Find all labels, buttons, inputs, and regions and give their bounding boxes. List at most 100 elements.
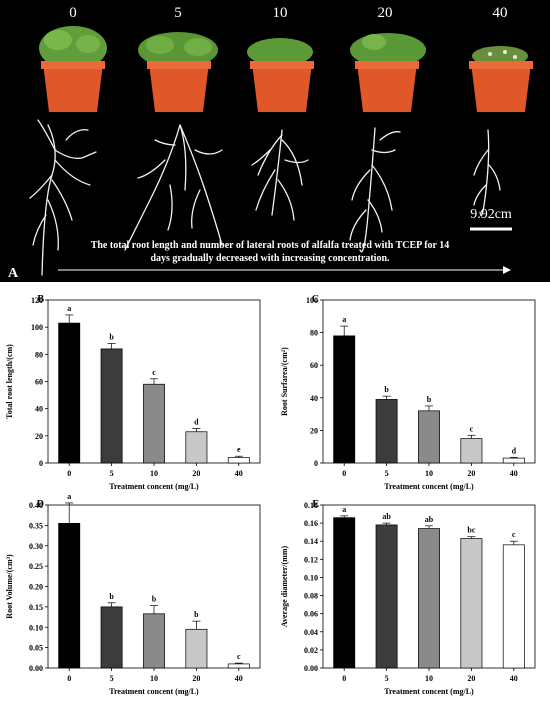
x-axis-label: Treatment concent (mg/L) — [109, 482, 199, 491]
caption-line-1: The total root length and number of late… — [91, 240, 450, 251]
significance-letter: e — [237, 445, 241, 454]
y-tick-label: 60 — [310, 361, 318, 370]
y-tick-label: 0.10 — [29, 623, 43, 632]
bar — [227, 663, 250, 669]
x-tick-label: 40 — [235, 469, 243, 478]
y-tick-label: 0 — [39, 459, 43, 468]
x-tick-label: 0 — [342, 674, 346, 683]
x-tick-label: 0 — [67, 674, 71, 683]
x-tick-label: 40 — [235, 674, 243, 683]
bar — [100, 348, 123, 464]
y-tick-label: 80 — [310, 329, 318, 338]
y-tick-label: 120 — [31, 296, 43, 305]
y-tick-label: 0.00 — [304, 664, 318, 673]
significance-letter: b — [194, 610, 199, 619]
y-axis-label: Total root length/(cm) — [5, 344, 14, 419]
significance-letter: d — [512, 446, 517, 455]
y-tick-label: 0.00 — [29, 664, 43, 673]
y-tick-label: 0.04 — [304, 628, 318, 637]
scale-bar-label: 9.92cm — [470, 207, 512, 222]
bar — [143, 383, 165, 464]
y-tick-label: 20 — [35, 432, 43, 441]
y-tick-label: 60 — [35, 378, 43, 387]
significance-letter: b — [109, 592, 114, 601]
panel-letter: E — [312, 499, 319, 510]
concentration-label: 0 — [69, 5, 77, 21]
significance-letter: b — [427, 395, 432, 404]
significance-letter: a — [342, 505, 346, 514]
significance-letter: a — [67, 304, 71, 313]
x-tick-label: 5 — [110, 674, 114, 683]
y-tick-label: 0.08 — [304, 592, 318, 601]
bar — [502, 544, 525, 669]
bar — [58, 322, 81, 464]
x-tick-label: 10 — [425, 674, 433, 683]
y-axis-label: Root Volume/(cm³) — [5, 554, 14, 619]
panel-a-letter: A — [8, 266, 19, 281]
y-tick-label: 0.15 — [29, 603, 43, 612]
caption-line-2: days gradually decreased with increasing… — [150, 253, 390, 264]
significance-letter: c — [512, 530, 516, 539]
panel-letter: C — [312, 294, 319, 305]
y-tick-label: 0 — [314, 459, 318, 468]
significance-letter: ab — [425, 515, 434, 524]
x-axis-label: Treatment concent (mg/L) — [384, 482, 474, 491]
y-tick-label: 0.18 — [304, 501, 318, 510]
y-tick-label: 0.05 — [29, 644, 43, 653]
x-tick-label: 20 — [467, 674, 475, 683]
bar — [418, 528, 440, 669]
bar — [460, 538, 483, 669]
y-tick-label: 0.10 — [304, 573, 318, 582]
y-tick-label: 0.12 — [304, 555, 318, 564]
y-tick-label: 0.14 — [304, 537, 318, 546]
y-tick-label: 0.40 — [29, 501, 43, 510]
bar — [58, 522, 81, 669]
significance-letter: a — [342, 315, 346, 324]
bar — [100, 606, 123, 669]
y-tick-label: 80 — [35, 350, 43, 359]
x-tick-label: 0 — [67, 469, 71, 478]
panel-a-photo: 0 5 10 20 40 — [0, 0, 550, 282]
panel-letter: D — [37, 499, 44, 510]
bar — [185, 431, 208, 464]
significance-letter: ab — [382, 512, 391, 521]
concentration-label: 10 — [273, 5, 288, 21]
panel-a-svg: 0 5 10 20 40 — [8, 5, 533, 281]
bar — [418, 410, 440, 464]
y-tick-label: 0.35 — [29, 521, 43, 530]
trend-arrow-head — [503, 266, 511, 274]
x-tick-label: 20 — [192, 674, 200, 683]
y-tick-label: 0.25 — [29, 562, 43, 571]
significance-letter: a — [67, 493, 71, 501]
concentration-label: 20 — [378, 5, 393, 21]
bar — [185, 628, 208, 669]
x-axis-label: Treatment concent (mg/L) — [384, 687, 474, 696]
x-tick-label: 5 — [385, 469, 389, 478]
y-axis-label: Root Surfarea/(cm²) — [280, 347, 289, 416]
x-tick-label: 0 — [342, 469, 346, 478]
y-tick-label: 100 — [306, 296, 318, 305]
plant-foliage — [39, 26, 528, 70]
chart-c-root-surface: 0 20 40 60 80 100 a 0 b 5 b 10 c 20 d 40 Treatment conce… — [280, 294, 536, 491]
bar — [375, 399, 398, 464]
significance-letter: c — [152, 368, 156, 377]
y-tick-label: 40 — [310, 394, 318, 403]
x-tick-label: 40 — [510, 674, 518, 683]
concentration-label: 5 — [174, 5, 182, 21]
panel-letter: B — [37, 294, 44, 305]
bar — [227, 457, 250, 464]
y-axis-label: Average diameter/(mm) — [280, 545, 289, 627]
concentration-label: 40 — [493, 5, 508, 21]
chart-b-root-length: 0 20 40 60 80 100 120 a 0 b 5 c 10 d 20 e 40 Treatment co… — [5, 294, 261, 491]
bar — [143, 613, 165, 669]
y-tick-label: 0.30 — [29, 542, 43, 551]
bar — [333, 335, 356, 464]
root-systems — [29, 119, 501, 276]
x-axis-label: Treatment concent (mg/L) — [109, 687, 199, 696]
significance-letter: d — [194, 417, 199, 426]
y-tick-label: 0.06 — [304, 610, 318, 619]
bar — [333, 517, 356, 669]
bar — [375, 524, 398, 669]
x-tick-label: 40 — [510, 469, 518, 478]
x-tick-label: 20 — [467, 469, 475, 478]
